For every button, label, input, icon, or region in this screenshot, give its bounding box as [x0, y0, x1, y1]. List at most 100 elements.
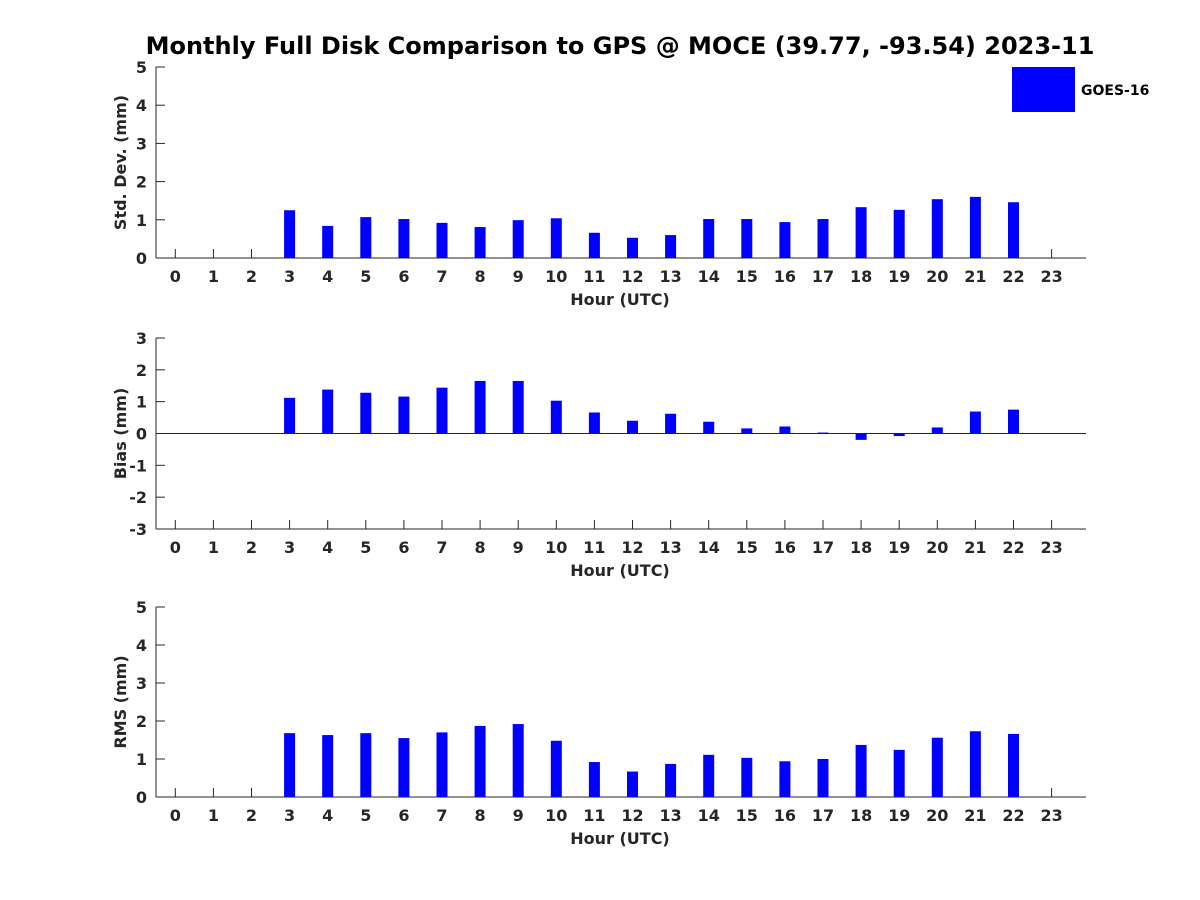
stddev-xtick-label: 23: [1040, 267, 1062, 286]
rms-bar: [665, 763, 677, 797]
stddev-xtick-label: 16: [774, 267, 796, 286]
bias-ytick-label: -2: [129, 488, 147, 507]
rms-ytick-label: 0: [136, 788, 147, 807]
stddev-xtick-label: 14: [698, 267, 720, 286]
rms-xtick-label: 5: [360, 806, 371, 825]
bias-bar: [436, 387, 448, 434]
bias-bar: [627, 420, 638, 434]
rms-bar: [550, 740, 562, 797]
bias-xtick-label: 17: [812, 538, 834, 557]
rms-bar: [969, 731, 981, 797]
stddev-xtick-label: 11: [583, 267, 605, 286]
stddev-xtick-label: 15: [736, 267, 758, 286]
stddev-bar: [588, 232, 600, 258]
bias-xtick-label: 0: [170, 538, 181, 557]
bias-xtick-label: 15: [736, 538, 758, 557]
bias-xtick-label: 14: [698, 538, 720, 557]
rms-ytick-label: 2: [136, 712, 147, 731]
rms-bar: [1008, 733, 1019, 797]
stddev-ytick-label: 1: [136, 211, 147, 230]
bias-xtick-label: 9: [513, 538, 524, 557]
bias-xtick-label: 18: [850, 538, 872, 557]
rms-xtick-label: 4: [322, 806, 333, 825]
rms-xtick-label: 18: [850, 806, 872, 825]
rms-xtick-label: 20: [926, 806, 948, 825]
bias-xtick-label: 6: [398, 538, 409, 557]
bias-bar: [322, 389, 334, 434]
bias-ytick-label: 0: [136, 425, 147, 444]
rms-xtick-label: 7: [436, 806, 447, 825]
bias-xtick-label: 23: [1040, 538, 1062, 557]
stddev-xtick-label: 1: [208, 267, 219, 286]
stddev-bar: [855, 207, 867, 258]
bias-ytick-label: 3: [136, 329, 147, 348]
bias-xtick-label: 1: [208, 538, 219, 557]
rms-xtick-label: 9: [513, 806, 524, 825]
stddev-bar: [817, 219, 829, 258]
rms-xtick-label: 0: [170, 806, 181, 825]
stddev-xtick-label: 7: [436, 267, 447, 286]
stddev-xtick-label: 17: [812, 267, 834, 286]
rms-xlabel: Hour (UTC): [570, 829, 670, 848]
stddev-bar: [474, 227, 486, 258]
bias-ytick-label: 2: [136, 361, 147, 380]
rms-bar: [779, 761, 791, 797]
rms-bar: [588, 762, 600, 797]
rms-ytick-label: 3: [136, 674, 147, 693]
bias-xtick-label: 21: [964, 538, 986, 557]
stddev-xtick-label: 19: [888, 267, 910, 286]
bias-bar: [703, 421, 715, 434]
bias-bar: [474, 380, 486, 434]
rms-ytick-label: 5: [136, 598, 147, 617]
bias-bar: [855, 433, 867, 440]
stddev-xtick-label: 8: [475, 267, 486, 286]
stddev-bar: [360, 217, 372, 258]
rms-xtick-label: 17: [812, 806, 834, 825]
rms-xtick-label: 10: [545, 806, 567, 825]
bias-bar: [817, 432, 829, 434]
rms-bar: [931, 737, 943, 797]
rms-xtick-label: 1: [208, 806, 219, 825]
stddev-xtick-label: 0: [170, 267, 181, 286]
bias-xtick-label: 19: [888, 538, 910, 557]
bias-xtick-label: 2: [246, 538, 257, 557]
bias-bar: [360, 392, 372, 434]
stddev-xtick-label: 21: [964, 267, 986, 286]
rms-xtick-label: 22: [1002, 806, 1024, 825]
stddev-xtick-label: 6: [398, 267, 409, 286]
rms-xtick-label: 23: [1040, 806, 1062, 825]
bias-xtick-label: 10: [545, 538, 567, 557]
bias-bar: [665, 413, 677, 434]
rms-bar: [512, 724, 524, 797]
stddev-xtick-label: 10: [545, 267, 567, 286]
bias-xtick-label: 3: [284, 538, 295, 557]
stddev-bar: [627, 237, 638, 258]
stddev-xlabel: Hour (UTC): [570, 290, 670, 309]
bias-xtick-label: 11: [583, 538, 605, 557]
bias-bar: [550, 400, 562, 434]
stddev-bar: [779, 222, 791, 258]
stddev-ytick-label: 4: [136, 96, 147, 115]
rms-xtick-label: 13: [659, 806, 681, 825]
bias-bar: [1008, 409, 1019, 434]
rms-xtick-label: 12: [621, 806, 643, 825]
stddev-xtick-label: 2: [246, 267, 257, 286]
rms-ylabel: RMS (mm): [111, 655, 130, 748]
rms-xtick-label: 3: [284, 806, 295, 825]
bias-bar: [284, 397, 296, 434]
stddev-ytick-label: 2: [136, 173, 147, 192]
stddev-bar: [931, 199, 943, 258]
bias-xtick-label: 12: [621, 538, 643, 557]
stddev-ytick-label: 5: [136, 58, 147, 77]
stddev-xtick-label: 4: [322, 267, 333, 286]
rms-bar: [741, 757, 753, 797]
bias-xtick-label: 22: [1002, 538, 1024, 557]
bias-bar: [398, 396, 410, 434]
bias-bar: [588, 412, 600, 434]
stddev-bar: [436, 222, 448, 258]
rms-xtick-label: 6: [398, 806, 409, 825]
rms-bar: [398, 738, 410, 797]
